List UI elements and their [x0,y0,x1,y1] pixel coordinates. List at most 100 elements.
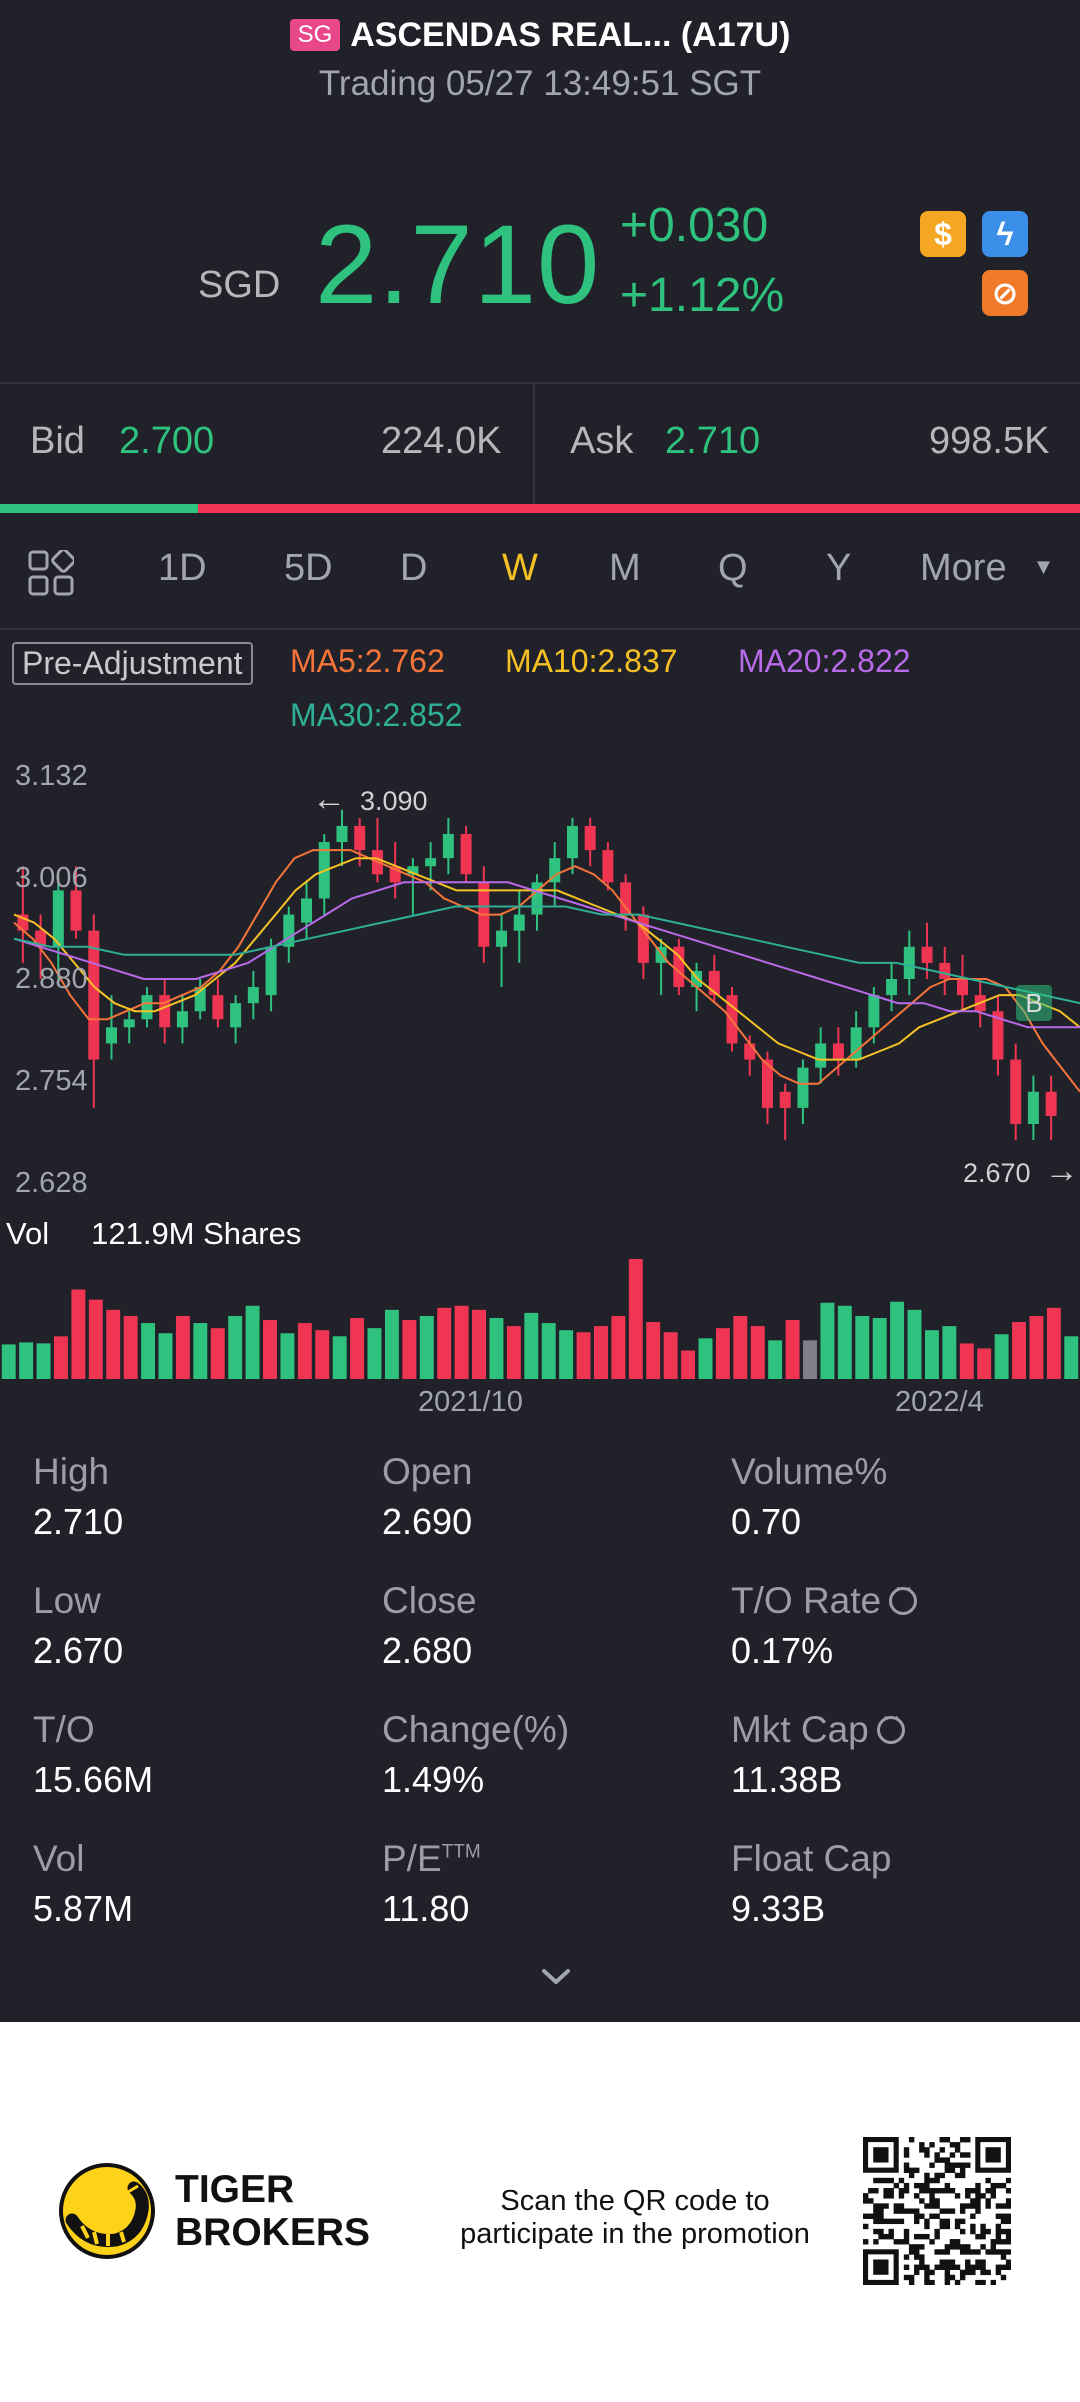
candle-body [850,1027,862,1060]
period-high-value: 3.090 [360,786,428,816]
tab-m[interactable]: M [609,547,641,589]
ma10-line [13,857,1080,1061]
volume-bar [19,1342,34,1379]
candle-body [584,825,596,851]
y-axis-label: 2.754 [15,1065,88,1097]
candle-body [620,882,632,915]
pre-adjustment-toggle[interactable]: Pre-Adjustment [12,642,253,685]
ask-label: Ask [570,420,634,462]
stat-to-rate[interactable]: T/O Rate [731,1577,918,1622]
buy-marker-b[interactable]: B [1016,985,1052,1021]
volume-chart[interactable] [0,1255,1080,1380]
tab-more[interactable]: More ▼ [920,547,1054,590]
candle-body [1010,1059,1022,1124]
info-icon[interactable] [876,1706,905,1744]
candle-body [815,1043,827,1068]
caret-down-icon: ▼ [1032,554,1055,579]
candle-body [655,946,667,963]
candle-body [673,946,685,988]
arrow-right-icon: → [1044,1152,1079,1190]
ma30-line [13,905,1080,1005]
expand-chevron-icon[interactable] [538,1965,574,1989]
y-axis-label: 3.006 [15,862,88,894]
volume-bar [1,1344,16,1379]
volume-bar [350,1317,365,1379]
candle-body [761,1059,773,1108]
volume-bar [785,1320,800,1379]
volume-bar [402,1320,417,1379]
options-badge-icon[interactable]: ⊘ [982,270,1028,316]
volume-bar [872,1317,887,1379]
volume-bar [437,1307,452,1379]
candle-body [336,825,348,843]
candle-body [425,858,437,867]
tab-d[interactable]: D [400,547,428,589]
stat-pe: P/ETTM [382,1838,481,1880]
bid-label: Bid [30,420,85,462]
arrow-left-icon: ← [312,780,346,818]
volume-bar [541,1323,556,1379]
candle-body [868,995,880,1028]
stat-mkt-cap-value: 11.38B [731,1759,843,1800]
tab-5d[interactable]: 5D [284,547,333,589]
candle-body [549,858,561,883]
stat-close-label: Close [382,1580,477,1621]
stat-mkt-cap[interactable]: Mkt Cap [731,1706,905,1751]
candle-body [496,930,508,947]
volume-bar [210,1328,225,1379]
ma20-line [13,881,1080,1029]
layout-grid-icon[interactable] [28,548,76,596]
volume-bar [419,1315,434,1379]
volume-label: Vol [6,1216,50,1251]
candle-body [797,1067,809,1108]
bid-ask-divider [533,384,535,504]
tab-q[interactable]: Q [718,547,748,589]
volume-bar [594,1326,608,1379]
candle-body [247,987,259,1004]
promo-text: Scan the QR code to participate in the p… [420,2185,850,2251]
candle-body [176,1011,188,1028]
candle-body [956,979,968,996]
currency-label: SGD [198,264,281,306]
volume-bar [837,1305,852,1379]
price-change: +0.030 [620,199,769,252]
candle-body [886,979,898,996]
tab-y[interactable]: Y [826,547,852,589]
lightning-badge-icon[interactable]: ϟ [982,211,1028,257]
volume-bar [942,1326,957,1379]
volume-bar [1012,1322,1026,1379]
candle-body [637,914,649,963]
volume-bar [367,1328,382,1379]
market-badge: SG [289,19,341,51]
divider [0,382,1080,384]
y-axis-label: 2.628 [15,1167,88,1199]
stat-vol-value: 5.87M [33,1888,134,1929]
stat-open-label: Open [382,1451,473,1492]
brand-line-1: TIGER [175,2168,295,2211]
tab-1d[interactable]: 1D [158,547,207,589]
candlestick-chart[interactable] [0,740,1080,1210]
volume-bar [611,1315,626,1379]
candle-body [123,1019,135,1028]
candle-body [442,834,454,859]
stat-to-value: 15.66M [33,1759,154,1800]
candle-body [779,1091,791,1108]
y-axis-label: 2.880 [15,963,88,995]
volume-bar [384,1309,399,1379]
volume-bar [646,1322,661,1379]
candle-body [354,825,366,851]
stat-mkt-cap-label: Mkt Cap [731,1709,869,1750]
bid-ratio-fill [0,504,198,513]
stat-low-label: Low [33,1580,101,1621]
volume-bar [123,1315,138,1379]
volume-bar [698,1338,713,1379]
volume-bar [924,1330,939,1379]
info-icon[interactable] [889,1577,918,1615]
tab-w[interactable]: W [502,547,538,589]
volume-bar [245,1305,260,1379]
volume-bar [681,1350,696,1379]
dollar-badge-icon[interactable]: $ [920,211,966,257]
candle-body [531,882,543,915]
stat-high-value: 2.710 [33,1501,124,1542]
candle-body [921,946,933,963]
